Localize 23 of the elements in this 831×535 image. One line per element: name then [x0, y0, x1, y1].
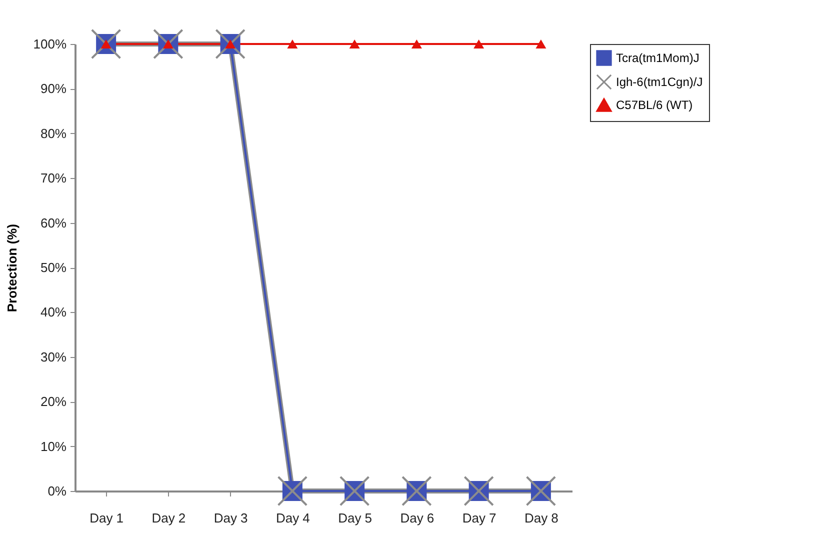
legend-label: Igh-6(tm1Cgn)/J [616, 75, 703, 89]
x-tick-label: Day 2 [152, 510, 186, 526]
y-tick-label: 10% [40, 438, 67, 454]
y-tick-label: 40% [40, 304, 67, 320]
y-tick-label: 50% [40, 260, 67, 275]
y-tick-label: 20% [40, 394, 67, 410]
legend-label: C57BL/6 (WT) [616, 98, 693, 112]
y-tick-label: 80% [40, 126, 67, 141]
y-tick-label: 0% [48, 484, 67, 498]
y-tick-label: 30% [40, 349, 67, 364]
x-tick-label: Day 5 [338, 510, 372, 526]
x-tick-label: Day 6 [400, 510, 434, 526]
y-axis-title: Protection (%) [4, 224, 20, 312]
x-tick-label: Day 7 [462, 510, 496, 526]
x-tick-label: Day 1 [90, 510, 124, 526]
y-tick-label: 60% [40, 215, 67, 230]
legend-label: Tcra(tm1Mom)J [616, 51, 700, 65]
x-tick-label: Day 3 [214, 510, 248, 526]
x-tick-label: Day 8 [524, 510, 558, 526]
y-tick-label: 90% [40, 81, 67, 96]
y-tick-label: 100% [33, 36, 67, 52]
x-tick-label: Day 4 [276, 510, 310, 526]
y-tick-label: 70% [40, 170, 67, 186]
